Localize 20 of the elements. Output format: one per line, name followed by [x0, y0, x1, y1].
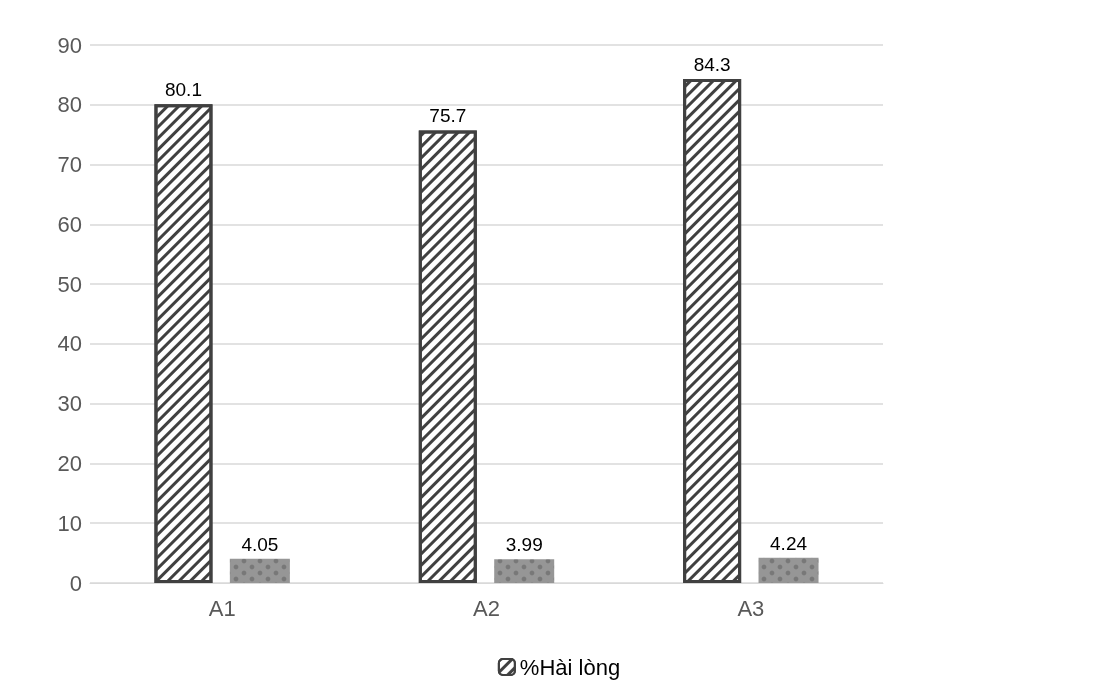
data-label: 80.1	[164, 79, 202, 101]
y-tick-label: 60	[57, 211, 82, 237]
y-tick-label: 10	[57, 510, 82, 536]
y-tick-label: 70	[57, 152, 82, 178]
y-tick-label: 0	[69, 570, 82, 596]
y-tick-label: 80	[57, 92, 82, 118]
data-label: 84.3	[693, 54, 731, 76]
x-tick-label: A2	[473, 595, 500, 621]
data-label: 75.7	[429, 105, 467, 127]
y-tick-label: 20	[57, 450, 82, 476]
data-label: 4.24	[770, 532, 808, 554]
y-tick-label: 90	[57, 32, 82, 58]
y-tick-label: 30	[57, 391, 82, 417]
data-label: 4.05	[241, 533, 279, 555]
x-tick-label: A3	[737, 595, 765, 621]
y-tick-label: 50	[57, 271, 82, 297]
data-label: 3.99	[505, 534, 543, 556]
legend-label: %Hài lòng	[519, 654, 621, 680]
x-tick-label: A1	[208, 595, 236, 621]
y-tick-label: 40	[57, 331, 82, 357]
